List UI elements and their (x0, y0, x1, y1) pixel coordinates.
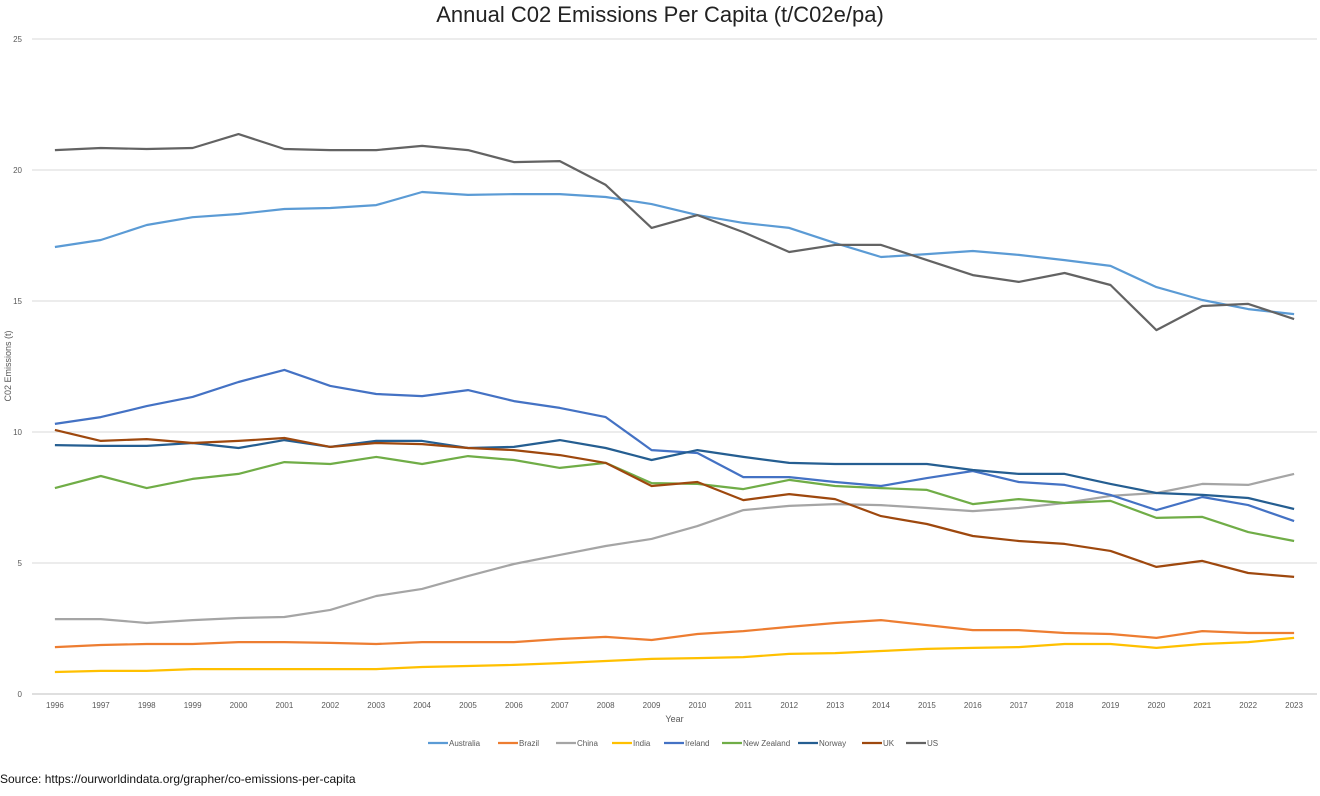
x-tick-label: 2006 (505, 701, 523, 710)
series-line-ireland (54, 368, 1295, 523)
y-axis-label: C02 Emissions (t) (3, 330, 13, 401)
x-tick-label: 2016 (964, 701, 982, 710)
x-tick-label: 2023 (1285, 701, 1303, 710)
legend-label: China (577, 739, 598, 748)
x-tick-label: 2003 (367, 701, 385, 710)
x-tick-label: 2022 (1239, 701, 1257, 710)
chart-title: Annual C02 Emissions Per Capita (t/C02e/… (436, 2, 884, 27)
y-tick-label: 20 (13, 166, 22, 175)
legend-label: US (927, 739, 938, 748)
x-tick-label: 2015 (918, 701, 936, 710)
legend-label: UK (883, 739, 895, 748)
x-tick-label: 1999 (184, 701, 202, 710)
y-tick-label: 5 (18, 559, 23, 568)
legend-label: Norway (819, 739, 846, 748)
series-line-china (54, 472, 1295, 625)
x-tick-label: 2010 (689, 701, 707, 710)
y-tick-label: 15 (13, 297, 22, 306)
x-tick-label: 2021 (1193, 701, 1211, 710)
x-axis-label: Year (665, 714, 683, 724)
legend-label: Australia (449, 739, 481, 748)
x-tick-label: 2009 (643, 701, 661, 710)
x-tick-label: 2008 (597, 701, 615, 710)
series-line-new-zealand (54, 455, 1295, 543)
x-tick-label: 2012 (780, 701, 798, 710)
x-tick-label: 2018 (1056, 701, 1074, 710)
x-tick-label: 2014 (872, 701, 890, 710)
legend-label: India (633, 739, 651, 748)
x-tick-label: 2005 (459, 701, 477, 710)
y-tick-label: 25 (13, 35, 22, 44)
y-tick-label: 0 (18, 690, 23, 699)
x-tick-label: 2017 (1010, 701, 1028, 710)
legend-label: Ireland (685, 739, 709, 748)
x-tick-label: 2004 (413, 701, 431, 710)
series-line-brazil (54, 618, 1295, 649)
x-tick-label: 1997 (92, 701, 110, 710)
x-tick-label: 2007 (551, 701, 569, 710)
series-line-australia (54, 190, 1295, 316)
legend-label: Brazil (519, 739, 539, 748)
legend-label: New Zealand (743, 739, 790, 748)
x-tick-label: 2020 (1147, 701, 1165, 710)
y-tick-label: 10 (13, 428, 22, 437)
series-line-us (54, 133, 1295, 332)
x-tick-label: 1998 (138, 701, 156, 710)
series-line-india (54, 636, 1295, 674)
source-note: Source: https://ourworldindata.org/graph… (0, 772, 356, 786)
x-tick-label: 2019 (1102, 701, 1120, 710)
x-tick-label: 2013 (826, 701, 844, 710)
series-line-uk (54, 428, 1295, 578)
series-line-norway (54, 439, 1295, 511)
x-tick-label: 2011 (735, 701, 753, 710)
x-tick-label: 2000 (230, 701, 248, 710)
x-tick-label: 2002 (321, 701, 339, 710)
x-tick-label: 2001 (276, 701, 294, 710)
x-tick-label: 1996 (46, 701, 64, 710)
